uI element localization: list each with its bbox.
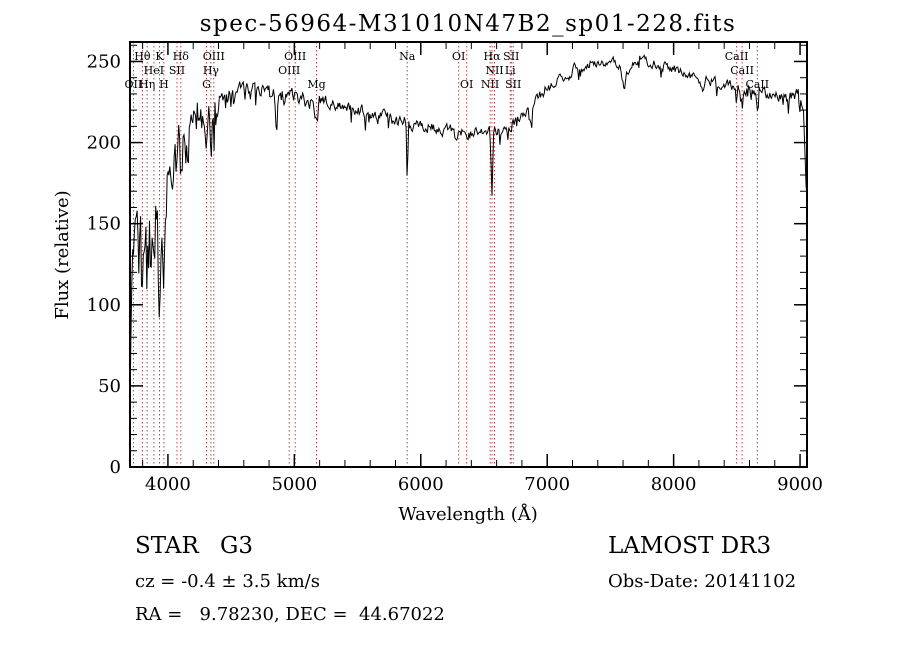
- x-tick-label: 8000: [651, 474, 697, 495]
- spectral-line-label: SII: [503, 50, 519, 63]
- x-axis-label: Wavelength (Å): [398, 503, 538, 525]
- spectral-line-label: Hη: [139, 78, 155, 91]
- object-class: STAR: [135, 533, 199, 559]
- spectral-line-label: H: [159, 78, 169, 91]
- object-subclass: G3: [220, 533, 253, 559]
- spectral-line-label: K: [155, 50, 164, 63]
- plot-frame: [129, 41, 808, 468]
- spectral-line-label: OI: [452, 50, 465, 63]
- spectral-line-label: OIII: [203, 50, 225, 63]
- spectral-line-label: OIII: [278, 64, 300, 77]
- spectrum-trace: [129, 54, 808, 403]
- spectral-line-label: CaII: [745, 78, 769, 91]
- y-tick-label: 150: [87, 214, 121, 235]
- cz-value: cz = -0.4 ± 3.5 km/s: [135, 571, 320, 592]
- obs-date: Obs-Date: 20141102: [608, 571, 796, 592]
- x-tick-label: 5000: [271, 474, 317, 495]
- spectral-line-label: CaII: [730, 64, 754, 77]
- spectral-line-label: OII: [125, 78, 143, 91]
- y-axis-label: Flux (relative): [52, 190, 73, 319]
- x-tick-label: 9000: [777, 474, 823, 495]
- spectral-line-label: OIII: [284, 50, 306, 63]
- spectral-line-label: NII: [481, 78, 499, 91]
- chart-layer: 4000 5000 6000 7000 8000 9000 0 50 100 150 200 250 O…: [87, 41, 823, 495]
- spectral-line-label: OI: [460, 78, 473, 91]
- spectral-line-label: Mg: [307, 78, 325, 91]
- spectral-line-label: G: [202, 78, 211, 91]
- y-tick-label: 100: [87, 295, 121, 316]
- plot-title: spec-56964-M31010N47B2_sp01-228.fits: [200, 11, 737, 37]
- y-tick-label: 200: [87, 133, 121, 154]
- spectral-line-label: Hα: [483, 50, 501, 63]
- ra-dec: RA = 9.78230, DEC = 44.67022: [135, 604, 445, 625]
- x-tick-label: 7000: [524, 474, 570, 495]
- spectral-line-label: CaII: [725, 50, 749, 63]
- x-tick-label: 6000: [398, 474, 444, 495]
- spectral-line-label: Li: [505, 64, 516, 77]
- spectral-line-label: Hδ: [173, 50, 190, 63]
- spectral-line-label: Hγ: [203, 64, 220, 77]
- y-tick-label: 50: [98, 376, 121, 397]
- survey-name: LAMOST DR3: [608, 533, 771, 559]
- spectral-line-label: SII: [505, 78, 521, 91]
- spectral-line-label: SII: [169, 64, 185, 77]
- y-tick-label: 0: [110, 457, 121, 478]
- spectral-line-label: NII: [485, 64, 503, 77]
- spectral-line-label: HeI: [144, 64, 164, 77]
- x-tick-label: 4000: [145, 474, 191, 495]
- spectral-line-label: Na: [399, 50, 416, 63]
- spectral-line-label: Hθ: [134, 50, 151, 63]
- y-tick-label: 250: [87, 51, 121, 72]
